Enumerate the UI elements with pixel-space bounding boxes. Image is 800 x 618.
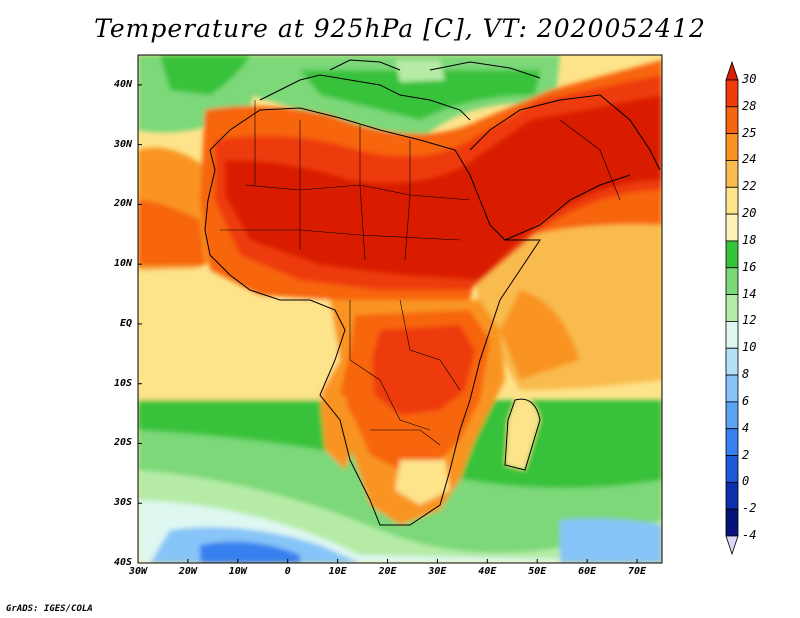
colorbar-swatch — [725, 240, 739, 269]
lon-label: 50E — [528, 566, 547, 577]
colorbar-swatch — [725, 213, 739, 242]
colorbar-bottom-arrow — [725, 535, 739, 556]
axis-ticks — [137, 84, 638, 564]
lon-label: 20W — [178, 566, 197, 577]
colorbar-swatch — [725, 347, 739, 376]
colorbar-swatch — [725, 79, 739, 108]
colorbar-label: 6 — [742, 393, 750, 408]
colorbar — [725, 60, 739, 556]
colorbar-swatch — [725, 321, 739, 349]
colorbar-label: 24 — [742, 152, 757, 167]
colorbar-swatch — [725, 455, 739, 483]
colorbar-swatch — [725, 481, 739, 510]
colorbar-label: 8 — [742, 367, 750, 382]
colorbar-label: 18 — [742, 232, 757, 247]
temperature-field — [138, 55, 662, 563]
colorbar-swatch — [725, 508, 739, 537]
colorbar-swatch — [725, 294, 739, 322]
colorbar-swatch — [725, 267, 739, 295]
lon-label: 30W — [128, 566, 148, 577]
colorbar-swatch — [725, 160, 739, 188]
lon-label: 10E — [328, 566, 347, 577]
colorbar-label: 16 — [742, 259, 757, 274]
colorbar-label: 22 — [742, 179, 757, 194]
lat-label: 20N — [113, 198, 132, 210]
colorbar-swatch — [725, 133, 739, 161]
colorbar-swatch — [725, 428, 739, 456]
lat-label: EQ — [119, 317, 132, 329]
colorbar-label: 14 — [742, 286, 757, 301]
lat-label: 40S — [113, 557, 132, 568]
colorbar-label: 4 — [742, 420, 750, 435]
lat-label: 20S — [113, 437, 132, 449]
colorbar-label: -2 — [742, 501, 757, 516]
colorbar-top-arrow — [725, 60, 739, 81]
lat-label: 30S — [113, 497, 132, 509]
colorbar-label: 10 — [742, 340, 757, 355]
colorbar-label: 12 — [742, 313, 757, 328]
colorbar-label: 2 — [742, 447, 750, 462]
colorbar-swatch — [725, 401, 739, 430]
map-frame — [137, 54, 663, 564]
colorbar-label: 30 — [742, 72, 757, 86]
lon-label: 10W — [228, 566, 247, 577]
colorbar-label: -4 — [742, 528, 757, 542]
colorbar-label: 20 — [742, 206, 757, 221]
colorbar-label: 28 — [742, 98, 757, 113]
lat-label: 10N — [113, 258, 132, 270]
colorbar-swatch — [725, 186, 739, 215]
lon-label: 0 — [284, 566, 291, 577]
lat-label: 30N — [113, 138, 132, 150]
lon-label: 40E — [478, 566, 497, 577]
colorbar-swatch — [725, 374, 739, 403]
coastlines — [204, 59, 661, 526]
lon-label: 60E — [578, 566, 597, 577]
grads-credit: GrADS: IGES/COLA — [6, 604, 93, 614]
lon-label: 70E — [628, 566, 647, 577]
lat-label: 40N — [113, 78, 132, 90]
colorbar-label: 0 — [742, 474, 750, 489]
lon-label: 20E — [378, 566, 397, 577]
lon-label: 30E — [428, 566, 447, 577]
borders — [220, 100, 621, 446]
lat-label: 10S — [113, 377, 132, 389]
colorbar-swatch — [725, 106, 739, 135]
map-title: Temperature at 925hPa [C], VT: 202005241… — [94, 14, 706, 43]
colorbar-label: 25 — [742, 125, 757, 140]
